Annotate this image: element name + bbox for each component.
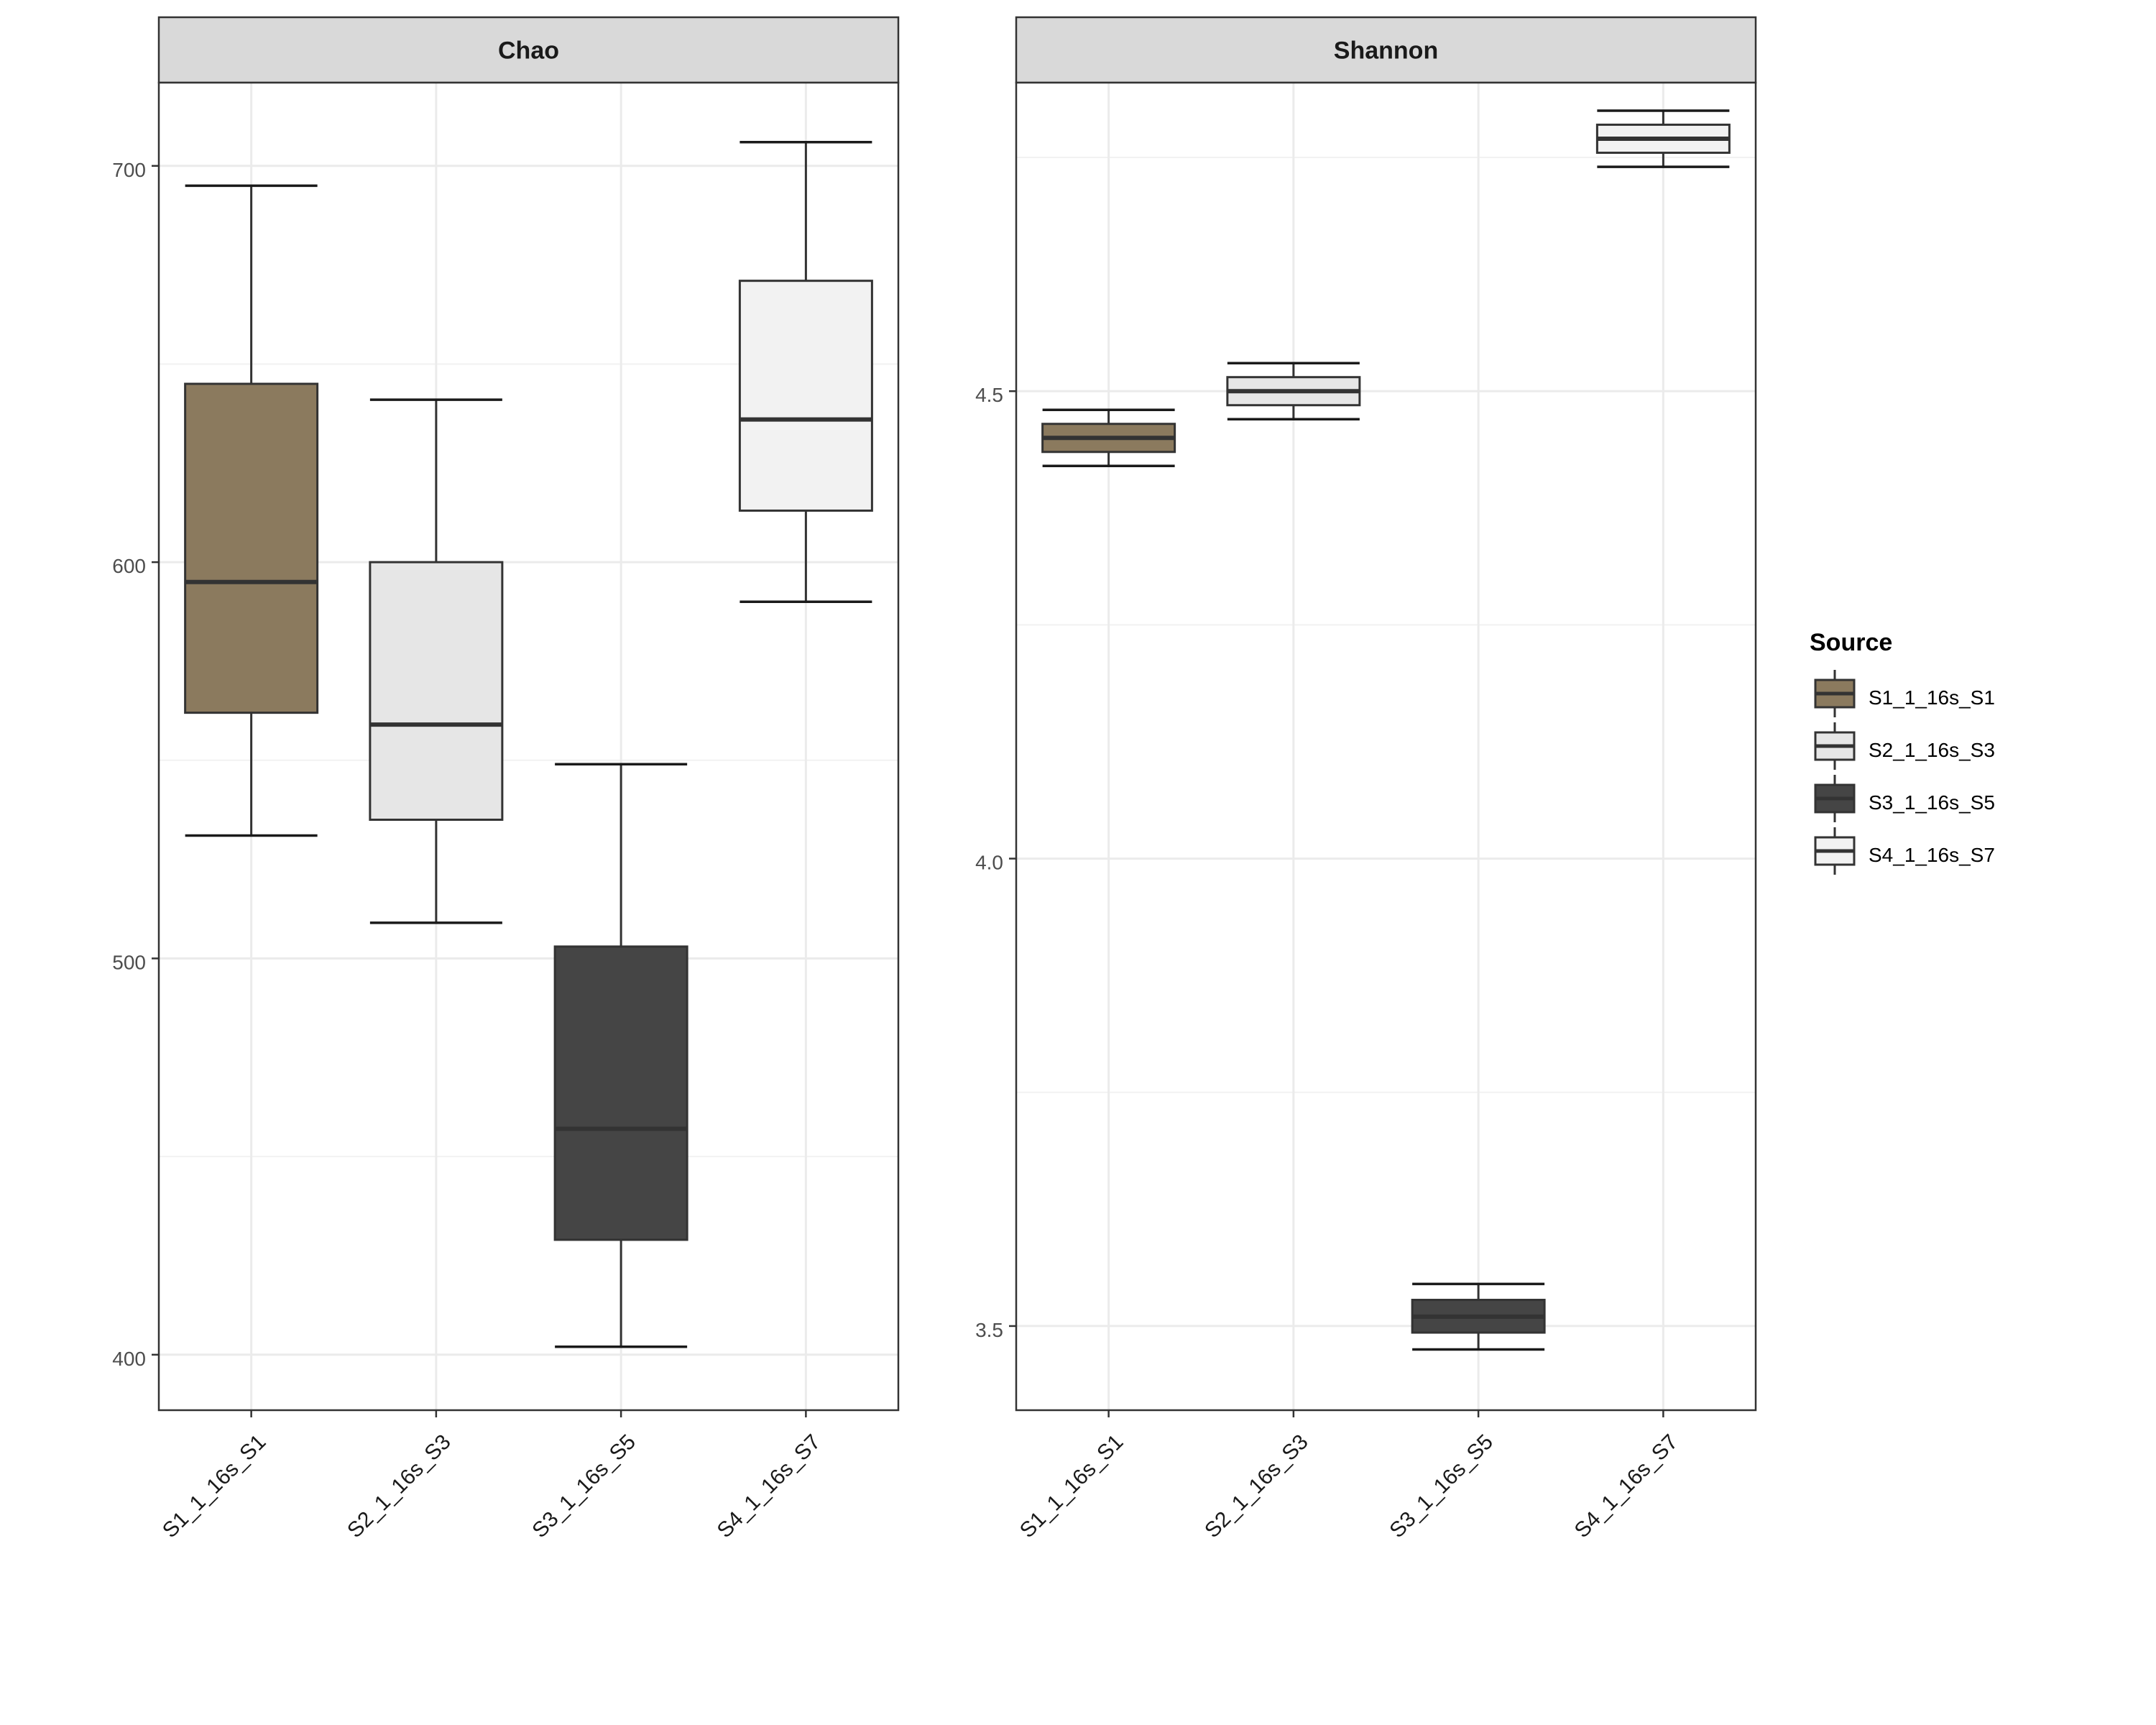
- legend-key-S1_1_16s_S1: [1814, 670, 1856, 717]
- box-iqr: [369, 561, 504, 821]
- y-tick-label: 600: [112, 555, 146, 577]
- box-iqr: [738, 280, 873, 512]
- legend-label: S4_1_16s_S7: [1869, 844, 1995, 866]
- x-tick-label: S3_1_16s_S5: [1385, 1430, 1498, 1543]
- legend-title: Source: [1810, 629, 1892, 656]
- x-tick-label: S2_1_16s_S3: [1200, 1430, 1313, 1543]
- box-S4_1_16s_S7: [1595, 109, 1731, 168]
- y-tick-label: 3.5: [975, 1319, 1003, 1341]
- legend-key-S3_1_16s_S5: [1814, 775, 1856, 822]
- box-S2_1_16s_S3: [369, 398, 504, 924]
- x-tick-label: S3_1_16s_S5: [528, 1430, 640, 1543]
- y-tick-label: 4.0: [975, 852, 1003, 874]
- panel-chao: Chao 400 500 600 700 S1_1_16s_S1 S2_1_16s_S3 S3…: [112, 16, 900, 1543]
- y-tick-label: 4.5: [975, 384, 1003, 406]
- x-tick-label: S4_1_16s_S7: [1570, 1430, 1683, 1543]
- legend-label: S2_1_16s_S3: [1869, 739, 1995, 761]
- x-tick-label: S2_1_16s_S3: [343, 1430, 456, 1543]
- y-tick-label: 500: [112, 951, 146, 973]
- box-S2_1_16s_S3: [1226, 362, 1361, 421]
- x-tick-label: S1_1_16s_S1: [158, 1430, 271, 1543]
- panel-border: [1015, 81, 1757, 1412]
- legend-label: S1_1_16s_S1: [1869, 686, 1995, 709]
- legend-label: S3_1_16s_S5: [1869, 791, 1995, 814]
- x-tick-label: S1_1_16s_S1: [1015, 1430, 1128, 1543]
- legend: Source S1_1_16s_S1 S2_1_16s_S3 S3_1_16s_S5 S…: [1810, 629, 1995, 875]
- box-S3_1_16s_S5: [1411, 1282, 1546, 1351]
- panel-background: [1016, 83, 1756, 1410]
- panel-strip: [1015, 16, 1757, 84]
- y-tick-label: 400: [112, 1348, 146, 1370]
- box-S3_1_16s_S5: [553, 763, 688, 1348]
- box-S1_1_16s_S1: [184, 184, 319, 837]
- panel-shannon: Shannon 3.5 4.0 4.5 S1_1_16s_S1 S2_1_16s_S3 S3…: [975, 16, 1757, 1543]
- y-tick-label: 700: [112, 159, 146, 181]
- panel-border: [157, 81, 900, 1412]
- box-iqr: [184, 382, 319, 714]
- box-S4_1_16s_S7: [738, 140, 873, 604]
- box-iqr: [553, 945, 688, 1241]
- panel-title: Shannon: [1334, 37, 1438, 65]
- x-tick-label: S4_1_16s_S7: [713, 1430, 826, 1543]
- panel-title: Chao: [498, 37, 559, 65]
- panel-strip: [157, 16, 900, 84]
- box-S1_1_16s_S1: [1041, 408, 1176, 468]
- legend-key-S4_1_16s_S7: [1814, 827, 1856, 875]
- legend-key-S2_1_16s_S3: [1814, 722, 1856, 770]
